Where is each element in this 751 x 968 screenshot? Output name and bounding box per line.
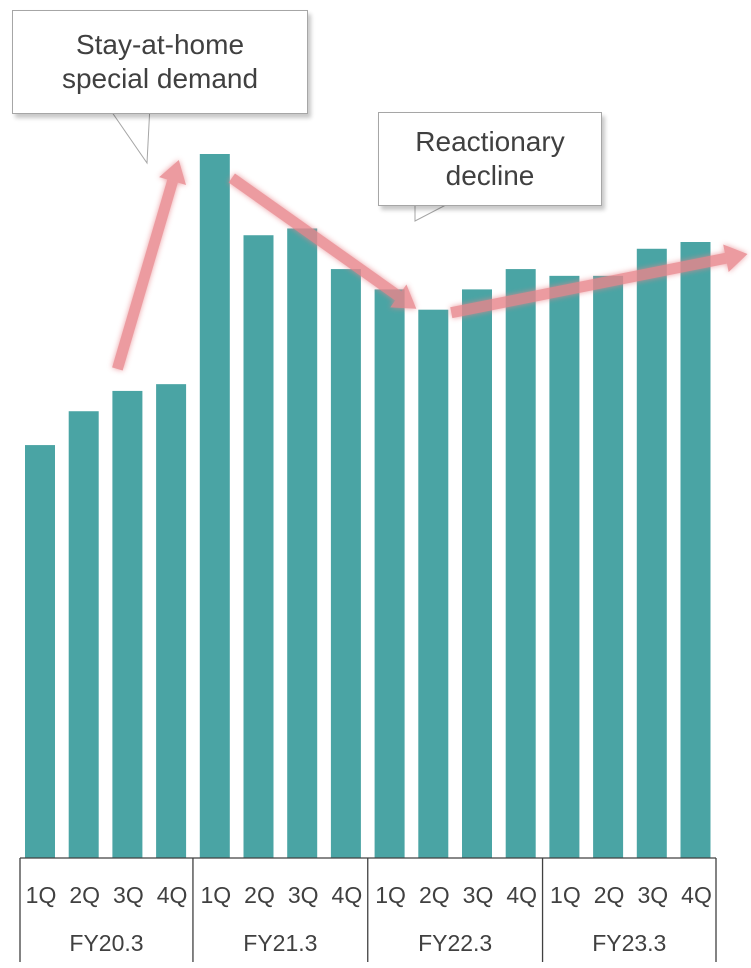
tick-label-14: 3Q xyxy=(637,882,668,908)
bar-9 xyxy=(418,309,449,858)
tick-label-2: 3Q xyxy=(113,882,144,908)
bar-10 xyxy=(462,289,492,858)
tick-label-13: 2Q xyxy=(594,882,625,908)
tick-label-4: 1Q xyxy=(200,882,231,908)
tick-label-9: 2Q xyxy=(419,882,450,908)
tick-label-6: 3Q xyxy=(288,882,319,908)
tick-label-15: 4Q xyxy=(681,882,712,908)
bar-15 xyxy=(680,242,711,858)
trend-arrow-rise xyxy=(112,160,187,371)
group-label-1: FY21.3 xyxy=(243,930,317,956)
bar-4 xyxy=(199,154,230,858)
bar-8 xyxy=(374,289,405,858)
trend-arrow-decline xyxy=(228,173,417,309)
callout-stay-at-home: Stay-at-home special demand xyxy=(12,10,308,114)
tick-label-0: 1Q xyxy=(26,882,57,908)
bar-0 xyxy=(25,445,55,858)
callout-reactionary-decline: Reactionary decline xyxy=(378,112,602,206)
bar-6 xyxy=(287,228,318,858)
trend-arrows xyxy=(112,160,748,371)
tick-label-10: 3Q xyxy=(463,882,494,908)
bar-5 xyxy=(243,235,274,858)
bar-1 xyxy=(68,411,99,858)
group-label-2: FY22.3 xyxy=(418,930,492,956)
x-axis: 1Q 2Q 3Q 4Q 1Q 2Q 3Q 4Q 1Q 2Q 3Q 4Q 1Q 2Q 3Q 4Q FY20.3 FY… xyxy=(19,857,717,962)
group-label-0: FY20.3 xyxy=(69,930,143,956)
tick-label-3: 4Q xyxy=(157,882,188,908)
tick-label-7: 4Q xyxy=(332,882,363,908)
tick-label-11: 4Q xyxy=(506,882,537,908)
bar-12 xyxy=(549,275,580,858)
bar-13 xyxy=(593,275,624,858)
trend-arrow-recovery xyxy=(450,244,748,319)
bar-2 xyxy=(112,390,143,858)
tick-label-1: 2Q xyxy=(69,882,100,908)
bar-14 xyxy=(636,248,667,858)
bar-11 xyxy=(505,269,536,859)
tick-label-8: 1Q xyxy=(375,882,406,908)
tick-label-12: 1Q xyxy=(550,882,581,908)
callout-tail-stay-at-home xyxy=(106,105,151,165)
bar-3 xyxy=(156,384,187,858)
bar-series xyxy=(25,154,711,859)
bar-7 xyxy=(330,269,361,859)
group-label-3: FY23.3 xyxy=(592,930,666,956)
tick-label-5: 2Q xyxy=(244,882,275,908)
